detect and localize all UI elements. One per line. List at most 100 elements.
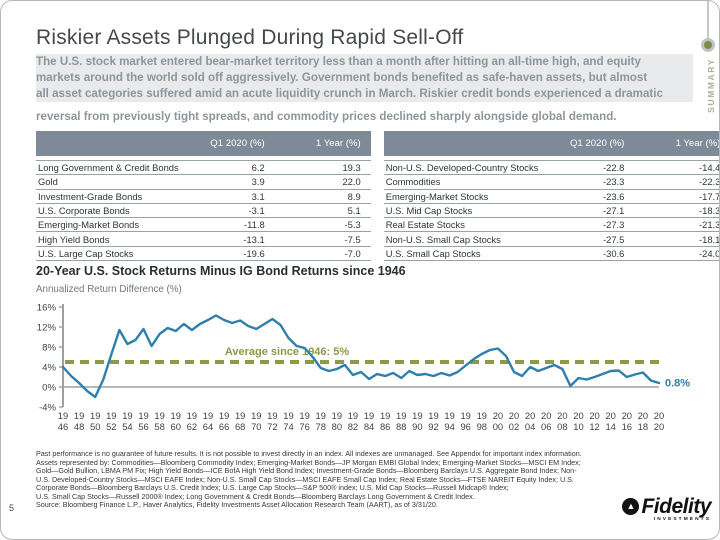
x-tick-century: 20 — [493, 410, 503, 421]
table-row: Gold 3.9 22.0 — [36, 175, 371, 190]
x-tick-year: 50 — [90, 421, 100, 432]
x-tick-year: 66 — [219, 421, 229, 432]
table-row: Non-U.S. Small Cap Stocks -27.5 -18.1 — [383, 232, 719, 247]
section-rail-dot[interactable] — [701, 38, 715, 52]
section-label: SUMMARY — [706, 58, 716, 113]
table-row: Non-U.S. Developed-Country Stocks -22.8 -1… — [383, 161, 720, 176]
x-tick-year: 48 — [74, 421, 84, 432]
q1-2020-value: -23.6 — [603, 190, 625, 202]
x-tick-century: 20 — [605, 410, 615, 421]
intro-line: The U.S. stock market entered bear-marke… — [36, 55, 641, 68]
one-year-value: -5.3 — [344, 219, 361, 231]
x-tick-year: 96 — [460, 421, 470, 432]
column-header-q1: Q1 2020 (%) — [569, 138, 625, 149]
asset-name: High Yield Bonds — [38, 233, 110, 245]
x-tick-century: 19 — [299, 410, 309, 421]
chart-axis-caption: Annualized Return Difference (%) — [36, 284, 182, 295]
table-row: Emerging-Market Stocks -23.6 -17.7 — [383, 190, 719, 204]
x-tick-year: 18 — [638, 421, 648, 432]
x-tick-century: 19 — [396, 410, 406, 421]
one-year-value: 5.1 — [347, 205, 361, 217]
x-tick-year: 20 — [654, 421, 664, 432]
footnote-line: U.S. Small Cap Stocks—Russell 2000® Inde… — [36, 491, 475, 501]
x-tick-year: 58 — [154, 421, 164, 432]
fidelity-pyramid-icon: ▲ — [622, 498, 640, 515]
q1-2020-value: -19.6 — [243, 247, 265, 259]
q1-2020-value: 3.9 — [251, 176, 265, 188]
column-header-1yr: 1 Year (%) — [315, 138, 361, 149]
data-series-line — [61, 314, 661, 399]
x-tick-year: 06 — [541, 421, 551, 432]
x-tick-year: 04 — [525, 421, 535, 432]
footnote-line: Source: Bloomberg Finance L.P., Haver An… — [36, 500, 438, 509]
table-row: Commodities -23.3 -22.3 — [383, 175, 720, 190]
intro-line: markets around the world sold off aggres… — [36, 71, 648, 84]
x-tick-century: 19 — [332, 410, 342, 421]
one-year-value: -22.3 — [699, 176, 720, 188]
q1-2020-value: -13.1 — [243, 233, 265, 245]
x-tick-year: 16 — [622, 421, 632, 432]
asset-name: U.S. Small Cap Stocks — [385, 247, 481, 259]
q1-2020-value: -3.1 — [248, 205, 265, 217]
x-tick-century: 19 — [364, 410, 374, 421]
x-tick-year: 10 — [573, 421, 583, 432]
one-year-value: 19.3 — [342, 162, 361, 174]
x-tick-year: 56 — [138, 421, 148, 432]
x-tick-century: 19 — [283, 410, 293, 421]
returns-table-left: Q1 2020 (%) 1 Year (%) Long Government &… — [36, 131, 371, 262]
asset-name: U.S. Corporate Bonds — [38, 205, 130, 217]
y-tick-label: 8% — [42, 342, 56, 353]
x-tick-century: 19 — [90, 410, 100, 421]
column-header-q1: Q1 2020 (%) — [210, 138, 265, 149]
x-tick-century: 20 — [557, 410, 567, 421]
asset-name: Non-U.S. Developed-Country Stocks — [385, 162, 539, 174]
q1-2020-value: 3.1 — [251, 190, 265, 202]
x-tick-year: 72 — [267, 421, 277, 432]
x-tick-year: 12 — [589, 421, 599, 432]
q1-2020-value: -22.8 — [603, 162, 625, 174]
x-tick-year: 76 — [299, 421, 309, 432]
x-tick-century: 19 — [477, 410, 487, 421]
q1-2020-value: 6.2 — [251, 162, 265, 174]
asset-name: U.S. Large Cap Stocks — [38, 247, 134, 259]
x-tick-year: 46 — [58, 421, 68, 432]
x-tick-century: 19 — [219, 410, 229, 421]
x-tick-century: 19 — [235, 410, 245, 421]
asset-name: U.S. Mid Cap Stocks — [385, 205, 473, 217]
x-tick-century: 19 — [187, 410, 197, 421]
footnote-block: Past performance is no guarantee of futu… — [36, 449, 648, 510]
x-tick-century: 19 — [267, 410, 277, 421]
x-tick-century: 20 — [638, 410, 648, 421]
section-rail-line — [707, 1, 709, 38]
q1-2020-value: -27.5 — [603, 233, 625, 245]
table-row: Investment-Grade Bonds 3.1 8.9 — [36, 190, 371, 204]
x-tick-century: 20 — [654, 410, 664, 421]
y-tick-label: 4% — [42, 362, 56, 373]
footnote-line: Past performance is no guarantee of futu… — [36, 449, 582, 458]
series-end-value-label: 0.8% — [665, 378, 690, 390]
table-row: High Yield Bonds -13.1 -7.5 — [36, 232, 371, 247]
table-row: Real Estate Stocks -27.3 -21.3 — [383, 218, 719, 233]
x-tick-century: 19 — [316, 410, 326, 421]
y-tick-label: 12% — [37, 322, 57, 333]
returns-table-right: Q1 2020 (%) 1 Year (%) Non-U.S. Develope… — [383, 131, 720, 262]
x-tick-year: 78 — [316, 421, 326, 432]
x-tick-century: 20 — [509, 410, 519, 421]
asset-name: Emerging-Market Bonds — [38, 219, 140, 231]
asset-name: Investment-Grade Bonds — [38, 190, 143, 202]
x-tick-year: 88 — [396, 421, 406, 432]
fidelity-investments-label: INVESTMENTS — [653, 517, 711, 522]
x-tick-century: 20 — [589, 410, 599, 421]
x-tick-year: 98 — [477, 421, 487, 432]
line-chart: 16% 12% 8% 4% 0% -4% Average since 1946: 5% 0.8… — [25, 298, 695, 438]
table-row: Long Government & Credit Bonds 6.2 19.3 — [36, 161, 371, 176]
x-tick-century: 19 — [428, 410, 438, 421]
q1-2020-value: -30.6 — [603, 247, 625, 259]
chart-title: 20-Year U.S. Stock Returns Minus IG Bond… — [36, 264, 406, 278]
y-tick-label: 16% — [37, 302, 57, 313]
one-year-value: 22.0 — [342, 176, 361, 188]
x-tick-year: 54 — [122, 421, 132, 432]
one-year-value: -14.4 — [699, 162, 720, 174]
asset-name: Emerging-Market Stocks — [385, 190, 489, 202]
table-row: U.S. Corporate Bonds -3.1 5.1 — [36, 204, 371, 219]
